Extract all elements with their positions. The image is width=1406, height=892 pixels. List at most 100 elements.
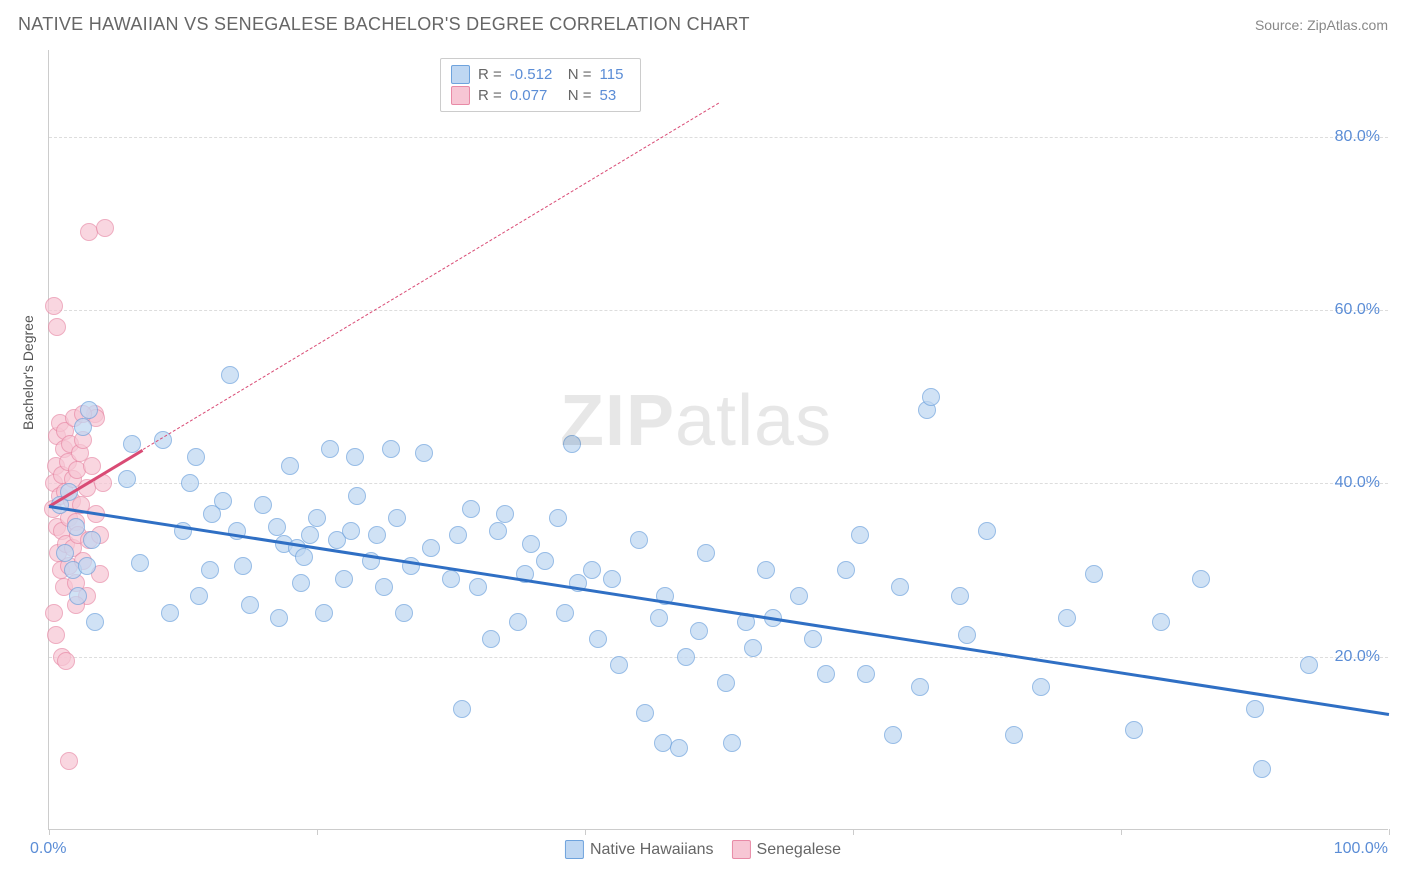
scatter-point <box>78 557 96 575</box>
scatter-point <box>292 574 310 592</box>
scatter-point <box>790 587 808 605</box>
y-tick-label: 20.0% <box>1335 648 1380 666</box>
scatter-point <box>47 626 65 644</box>
scatter-point <box>83 457 101 475</box>
legend-swatch <box>565 840 584 859</box>
scatter-point <box>1032 678 1050 696</box>
stat-r-value: 0.077 <box>510 87 560 104</box>
legend-swatch <box>732 840 751 859</box>
x-axis-max-label: 100.0% <box>1334 840 1388 858</box>
scatter-point <box>603 570 621 588</box>
scatter-point <box>348 487 366 505</box>
scatter-point <box>891 578 909 596</box>
scatter-point <box>83 531 101 549</box>
scatter-point <box>388 509 406 527</box>
stat-n-value: 115 <box>600 66 630 83</box>
scatter-point <box>422 539 440 557</box>
scatter-point <box>118 470 136 488</box>
scatter-point <box>301 526 319 544</box>
x-axis-min-label: 0.0% <box>30 840 66 858</box>
stat-r-label: R = <box>478 87 502 104</box>
gridline-h <box>49 310 1388 311</box>
scatter-point <box>382 440 400 458</box>
scatter-point <box>48 318 66 336</box>
bottom-legend: Native HawaiiansSenegalese <box>565 840 841 859</box>
scatter-point <box>281 457 299 475</box>
source-label: Source: ZipAtlas.com <box>1255 17 1388 33</box>
x-tick <box>1121 829 1122 835</box>
scatter-point <box>690 622 708 640</box>
scatter-point <box>268 518 286 536</box>
chart-title: NATIVE HAWAIIAN VS SENEGALESE BACHELOR'S… <box>18 14 750 35</box>
stat-n-value: 53 <box>600 87 630 104</box>
scatter-point <box>96 219 114 237</box>
scatter-point <box>509 613 527 631</box>
scatter-point <box>489 522 507 540</box>
scatter-point <box>67 518 85 536</box>
scatter-point <box>804 630 822 648</box>
scatter-point <box>449 526 467 544</box>
scatter-point <box>650 609 668 627</box>
stat-r-value: -0.512 <box>510 66 560 83</box>
scatter-point <box>670 739 688 757</box>
scatter-point <box>1125 721 1143 739</box>
x-tick <box>585 829 586 835</box>
x-tick <box>1389 829 1390 835</box>
scatter-point <box>342 522 360 540</box>
scatter-point <box>723 734 741 752</box>
scatter-point <box>295 548 313 566</box>
scatter-point <box>589 630 607 648</box>
scatter-point <box>56 544 74 562</box>
scatter-point <box>851 526 869 544</box>
scatter-point <box>951 587 969 605</box>
scatter-point <box>308 509 326 527</box>
scatter-point <box>254 496 272 514</box>
scatter-point <box>583 561 601 579</box>
stat-n-label: N = <box>568 87 592 104</box>
scatter-point <box>45 604 63 622</box>
scatter-point <box>563 435 581 453</box>
scatter-point <box>45 297 63 315</box>
scatter-point <box>69 587 87 605</box>
scatter-point <box>453 700 471 718</box>
scatter-point <box>181 474 199 492</box>
scatter-point <box>556 604 574 622</box>
scatter-point <box>911 678 929 696</box>
x-tick <box>317 829 318 835</box>
scatter-point <box>978 522 996 540</box>
scatter-point <box>74 418 92 436</box>
trendline-dash <box>143 102 720 450</box>
stats-legend-row: R = 0.077 N = 53 <box>451 85 630 106</box>
scatter-point <box>86 613 104 631</box>
scatter-point <box>857 665 875 683</box>
gridline-h <box>49 483 1388 484</box>
chart-plot-area: 20.0%40.0%60.0%80.0% <box>48 50 1388 830</box>
scatter-point <box>187 448 205 466</box>
scatter-point <box>161 604 179 622</box>
scatter-point <box>335 570 353 588</box>
scatter-point <box>60 752 78 770</box>
scatter-point <box>1152 613 1170 631</box>
scatter-point <box>677 648 695 666</box>
x-tick <box>49 829 50 835</box>
scatter-point <box>1253 760 1271 778</box>
scatter-point <box>442 570 460 588</box>
scatter-point <box>817 665 835 683</box>
scatter-point <box>201 561 219 579</box>
y-tick-label: 80.0% <box>1335 128 1380 146</box>
bottom-legend-item: Native Hawaiians <box>565 840 714 859</box>
scatter-point <box>922 388 940 406</box>
scatter-point <box>630 531 648 549</box>
scatter-point <box>57 652 75 670</box>
scatter-point <box>837 561 855 579</box>
scatter-point <box>462 500 480 518</box>
legend-swatch <box>451 65 470 84</box>
scatter-point <box>190 587 208 605</box>
scatter-point <box>221 366 239 384</box>
stat-r-label: R = <box>478 66 502 83</box>
scatter-point <box>884 726 902 744</box>
scatter-point <box>368 526 386 544</box>
scatter-point <box>131 554 149 572</box>
stats-legend-row: R =-0.512N =115 <box>451 64 630 85</box>
scatter-point <box>610 656 628 674</box>
